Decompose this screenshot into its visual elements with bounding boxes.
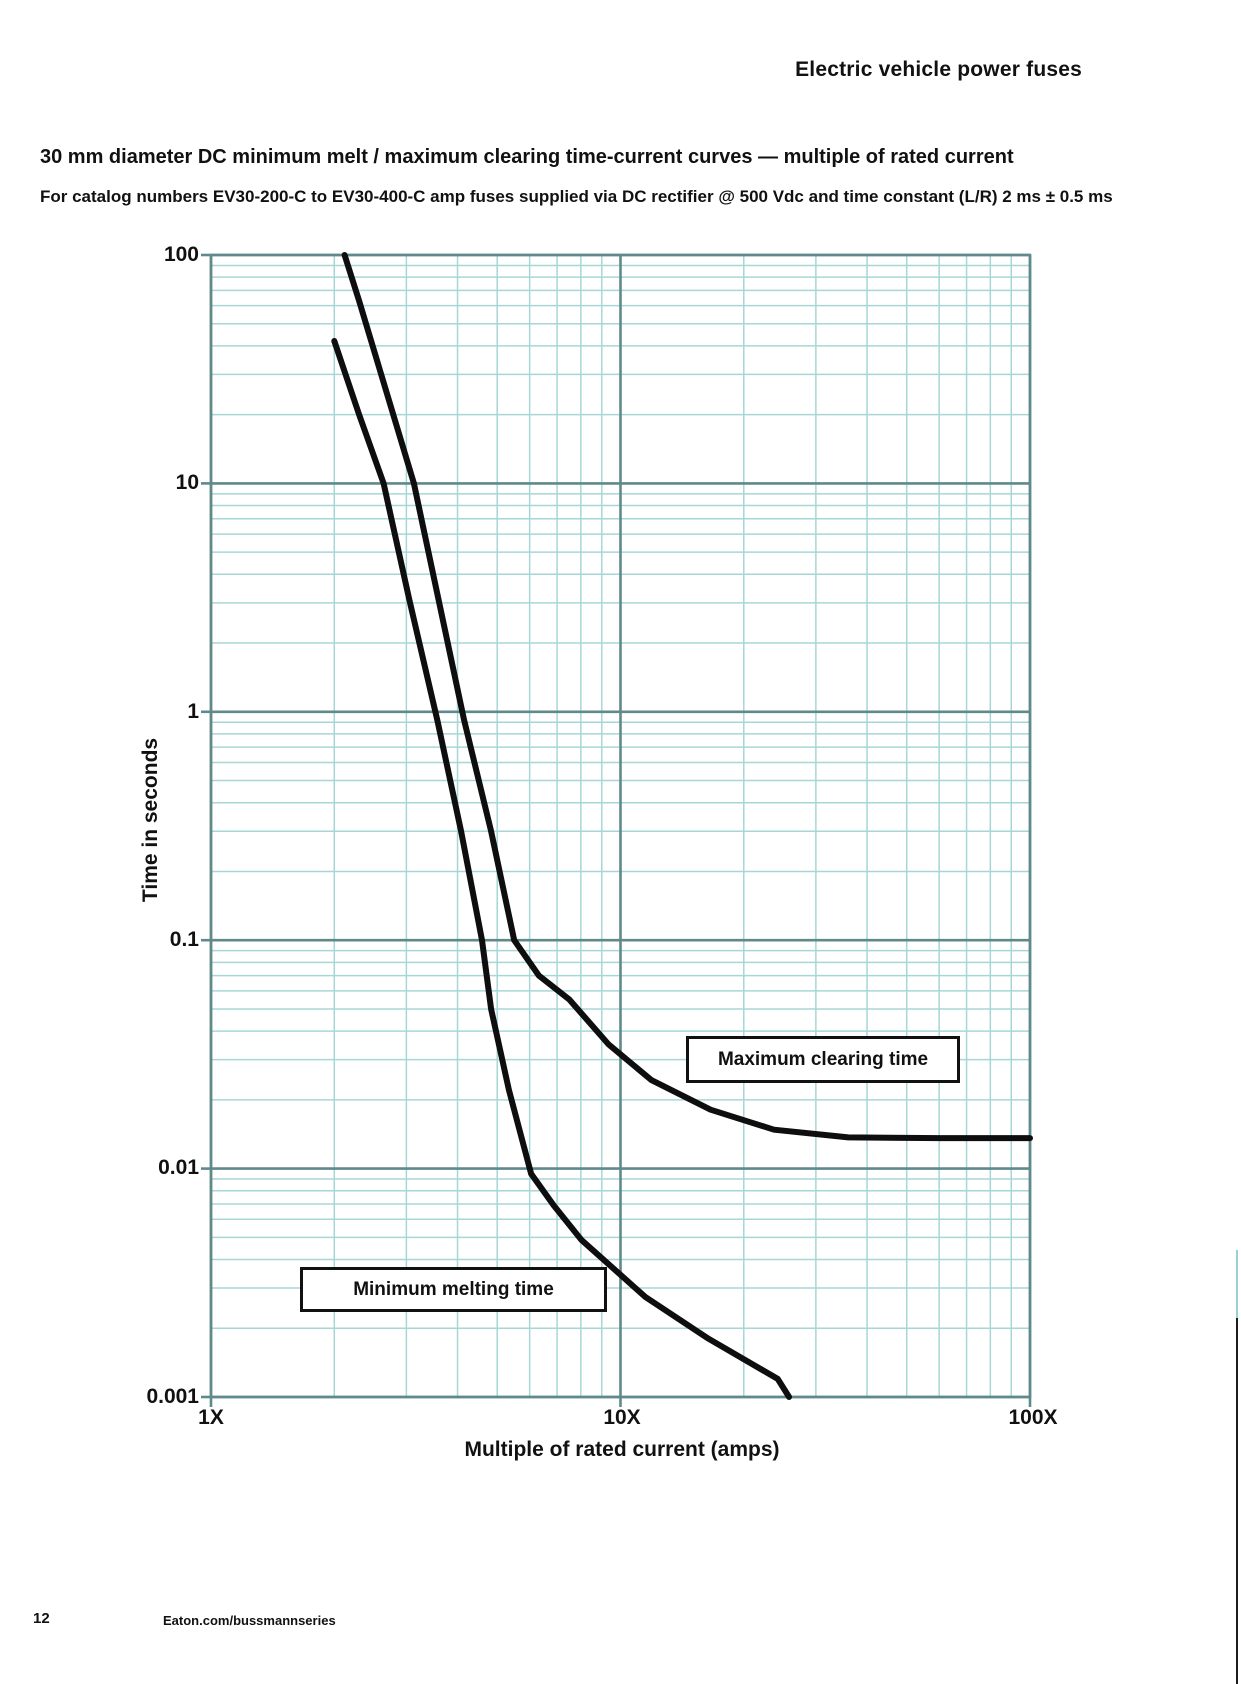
page-edge-line-dark [1236, 1318, 1238, 1684]
y-axis-title: Time in seconds [139, 737, 162, 903]
min-melting-time-label: Minimum melting time [300, 1267, 607, 1312]
x-tick-10x: 10X [603, 1406, 641, 1429]
y-tick-0p1: 0.1 [169, 928, 199, 951]
x-tick-1x: 1X [198, 1406, 224, 1429]
chart-subtitle: For catalog numbers EV30-200-C to EV30-4… [40, 187, 1113, 206]
y-tick-10: 10 [175, 471, 199, 494]
page-number: 12 [33, 1610, 50, 1627]
y-tick-0p01: 0.01 [158, 1156, 199, 1179]
y-tick-100: 100 [163, 243, 199, 266]
y-tick-0p001: 0.001 [146, 1385, 199, 1408]
page-edge-line-teal [1236, 1250, 1238, 1318]
y-tick-1: 1 [187, 700, 199, 723]
footer-url: Eaton.com/bussmannseries [163, 1613, 336, 1628]
max-clearing-time-label: Maximum clearing time [686, 1036, 960, 1083]
chart-title: 30 mm diameter DC minimum melt / maximum… [40, 146, 1014, 168]
page-header: Electric vehicle power fuses [795, 58, 1082, 81]
x-axis-title: Multiple of rated current (amps) [464, 1438, 780, 1461]
x-tick-100x: 100X [1008, 1406, 1058, 1429]
